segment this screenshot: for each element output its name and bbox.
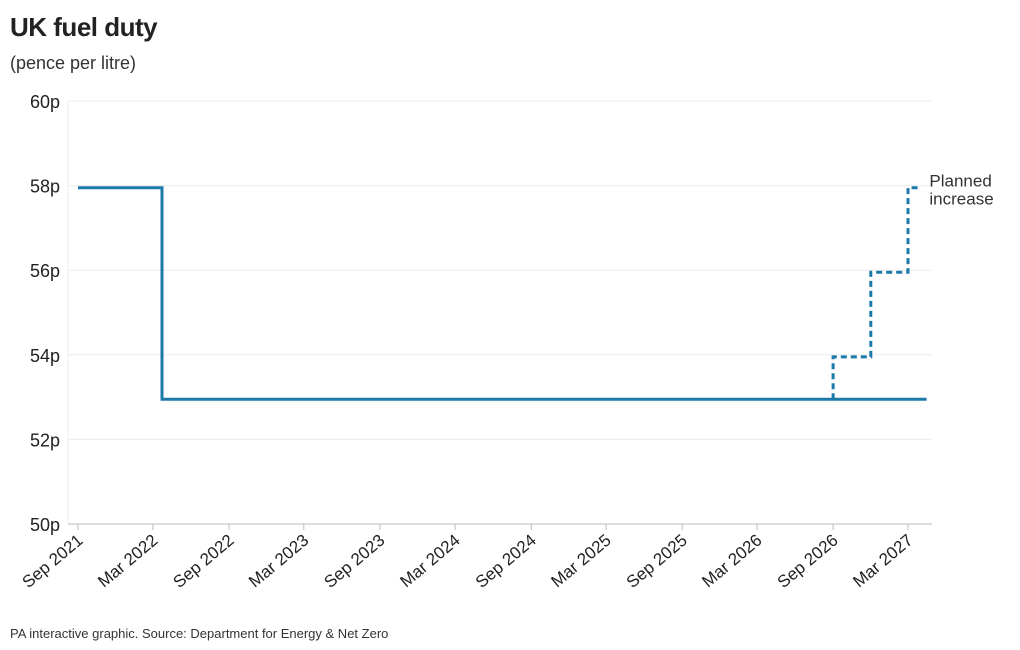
chart-subtitle: (pence per litre): [10, 53, 137, 73]
y-tick-label: 54p: [30, 346, 60, 366]
x-tick-label: Mar 2022: [94, 531, 161, 592]
x-tick-label: Sep 2025: [623, 531, 691, 592]
source-note: PA interactive graphic. Source: Departme…: [10, 626, 389, 641]
y-tick-label: 52p: [30, 430, 60, 450]
x-tick-label: Sep 2023: [320, 531, 388, 592]
x-tick-label: Sep 2026: [774, 531, 842, 592]
x-tick-label: Mar 2023: [245, 531, 312, 592]
x-tick-label: Sep 2021: [19, 531, 87, 592]
x-tick-label: Mar 2024: [396, 531, 463, 592]
y-tick-label: 56p: [30, 261, 60, 281]
x-tick-label: Mar 2025: [547, 531, 614, 592]
chart-title: UK fuel duty: [10, 12, 158, 42]
annotation-planned-increase: Planned: [929, 172, 991, 191]
x-tick-label: Sep 2022: [170, 531, 238, 592]
y-tick-label: 58p: [30, 177, 60, 197]
annotation-planned-increase: increase: [929, 190, 993, 209]
y-tick-label: 60p: [30, 92, 60, 112]
x-tick-label: Mar 2027: [849, 531, 916, 592]
x-tick-label: Sep 2024: [472, 531, 540, 592]
planned-increase-line: [831, 186, 921, 400]
x-tick-label: Mar 2026: [698, 531, 765, 592]
fuel-duty-line: [78, 186, 927, 401]
y-tick-label: 50p: [30, 515, 60, 535]
